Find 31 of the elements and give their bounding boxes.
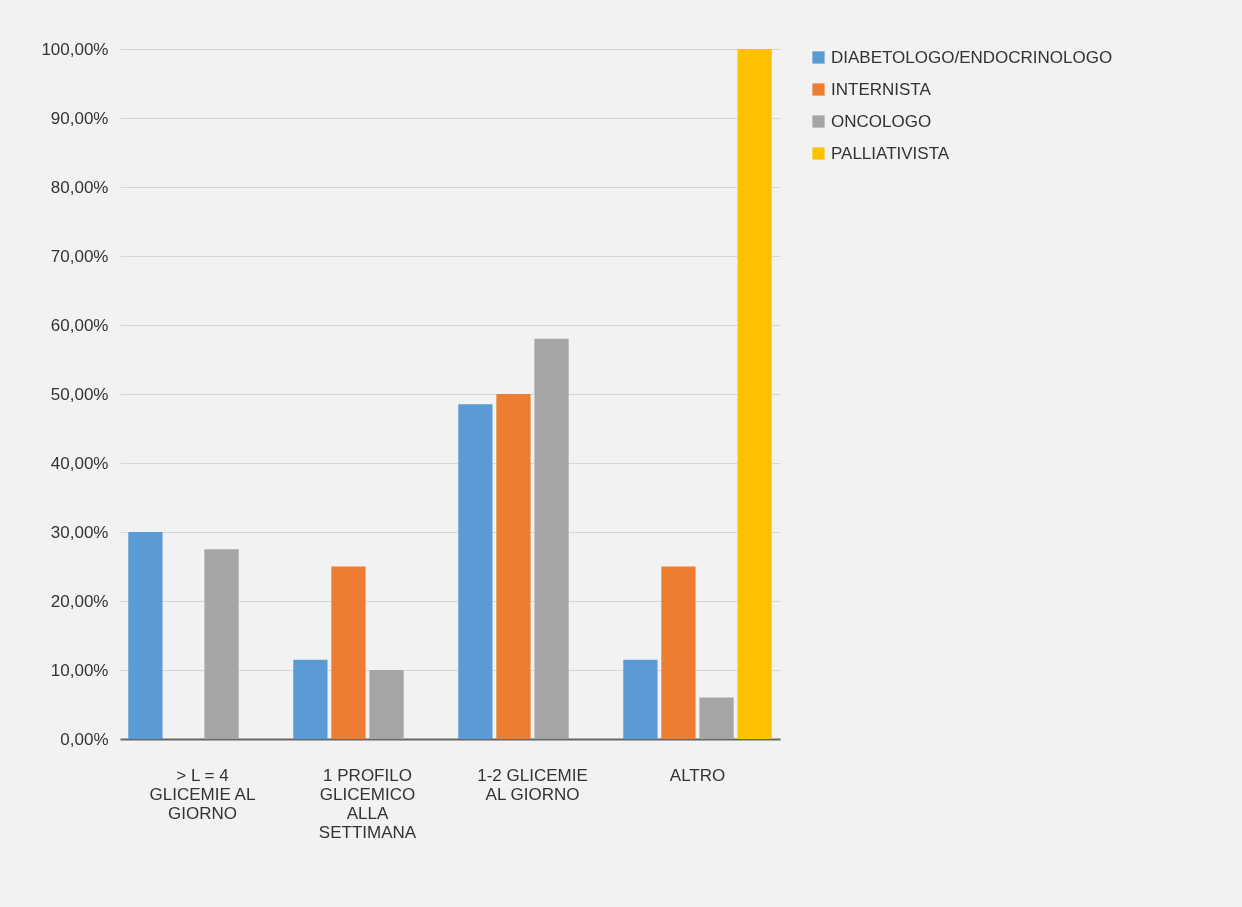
y-tick-label: 30,00%	[50, 522, 109, 542]
y-tick-label: 0,00%	[60, 729, 109, 749]
bar	[623, 659, 658, 739]
legend-label: ONCOLOGO	[831, 111, 932, 131]
bar	[293, 659, 328, 739]
bar	[534, 338, 569, 739]
bar	[369, 670, 404, 739]
x-tick-label: ALTRO	[669, 765, 726, 785]
bar	[699, 697, 734, 739]
y-tick-label: 90,00%	[50, 108, 109, 128]
bar	[331, 566, 366, 739]
y-tick-label: 60,00%	[50, 315, 109, 335]
x-tick-label: > L = 4 GLICEMIE AL GIORNO	[149, 765, 256, 823]
y-tick-label: 100,00%	[41, 39, 109, 59]
bar	[128, 532, 163, 739]
y-tick-label: 20,00%	[50, 591, 109, 611]
bar	[458, 404, 493, 739]
x-tick-label: 1 PROFILO GLICEMICO ALLA SETTIMANA	[318, 765, 417, 842]
legend-label: INTERNISTA	[831, 79, 932, 99]
y-tick-label: 50,00%	[50, 384, 109, 404]
bar	[737, 49, 772, 739]
x-tick-label: 1-2 GLICEMIE AL GIORNO	[477, 765, 588, 804]
y-tick-label: 40,00%	[50, 453, 109, 473]
bar	[204, 549, 239, 739]
y-tick-label: 70,00%	[50, 246, 109, 266]
legend-label: DIABETOLOGO/ENDOCRINOLOGO	[831, 47, 1113, 67]
y-tick-label: 80,00%	[50, 177, 109, 197]
y-tick-label: 10,00%	[50, 660, 109, 680]
legend-label: PALLIATIVISTA	[831, 143, 950, 163]
bar	[661, 566, 696, 739]
bar	[496, 394, 531, 739]
